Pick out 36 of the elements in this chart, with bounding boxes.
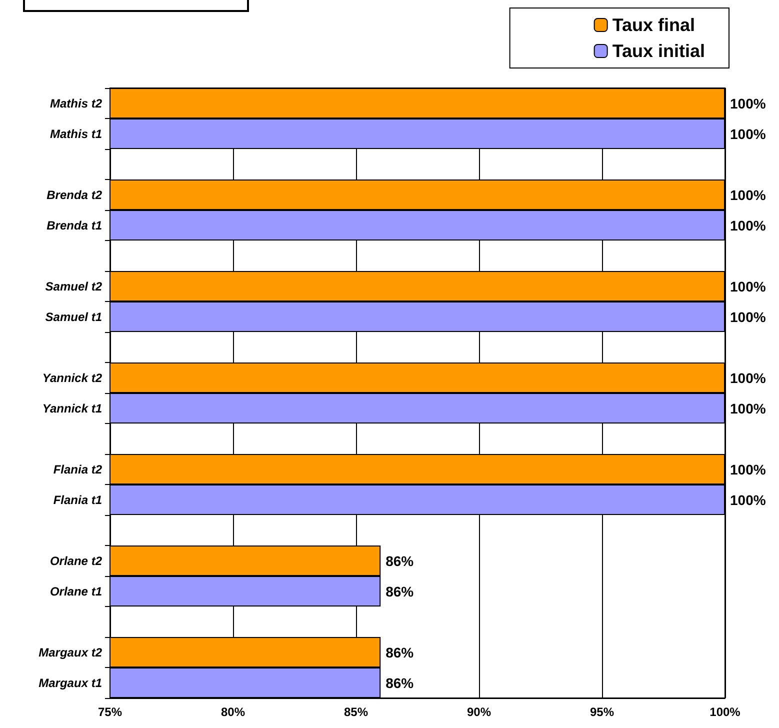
x-tick-label: 95% (590, 705, 614, 719)
data-label: 100% (730, 186, 766, 203)
y-tick-label: Brenda t2 (46, 188, 102, 202)
data-label: 100% (730, 278, 766, 294)
data-label: 100% (730, 217, 766, 234)
y-tick-label: Samuel t2 (45, 279, 102, 294)
x-tick-label: 90% (466, 705, 492, 719)
data-label: 86% (386, 674, 414, 691)
y-tick-label: Yannick t2 (42, 370, 102, 385)
legend-label: Taux initial (612, 41, 706, 61)
data-label: 86% (386, 583, 414, 600)
data-label: 100% (730, 461, 766, 478)
data-label: 86% (386, 552, 414, 569)
y-tick-label: Orlane t2 (50, 554, 102, 568)
y-tick-label: Mathis t1 (50, 126, 102, 141)
data-label: 100% (730, 492, 766, 508)
y-tick-label: Flania t1 (53, 492, 102, 507)
data-label: 100% (730, 400, 766, 416)
y-tick-label: Margaux t1 (38, 676, 102, 690)
data-label: 100% (730, 308, 766, 325)
data-label: 100% (730, 370, 766, 386)
x-tick-label: 85% (344, 705, 368, 719)
legend-label: Taux final (612, 15, 696, 35)
data-label: 100% (730, 126, 766, 142)
x-tick-label: 75% (98, 705, 122, 719)
y-tick-label: Flania t2 (53, 462, 102, 476)
data-label: 100% (730, 95, 766, 112)
x-tick-label: 100% (710, 705, 741, 719)
y-tick-label: Samuel t1 (45, 310, 102, 324)
y-tick-label: Brenda t1 (46, 218, 102, 232)
y-tick-label: Orlane t1 (50, 584, 102, 598)
y-tick-label: Margaux t2 (38, 645, 102, 660)
y-tick-label: Yannick t1 (42, 401, 102, 416)
y-tick-label: Mathis t2 (50, 96, 102, 110)
data-label: 86% (386, 644, 414, 660)
x-tick-label: 80% (220, 705, 246, 719)
